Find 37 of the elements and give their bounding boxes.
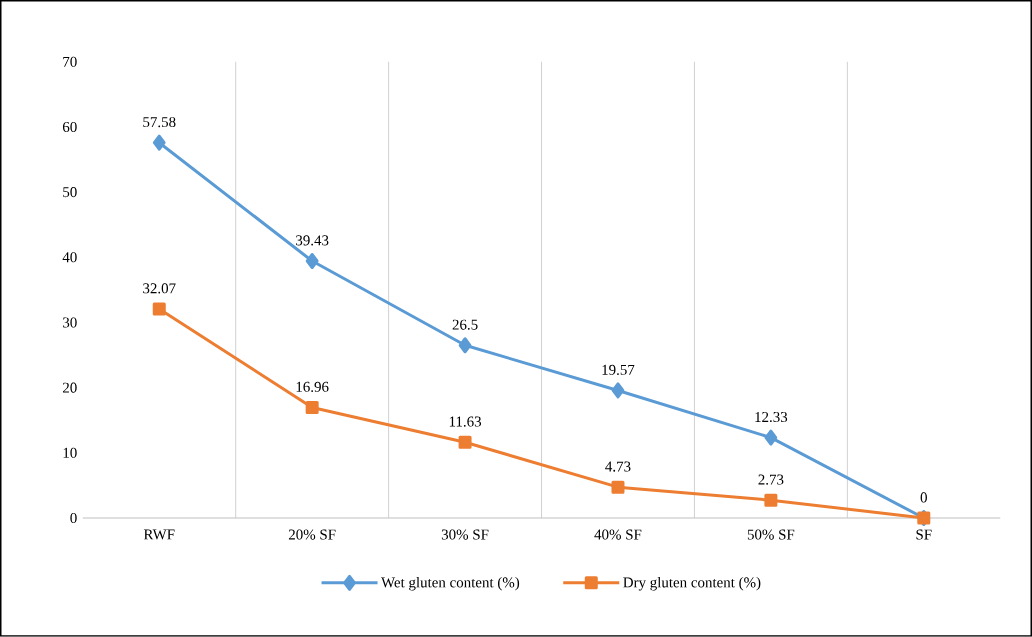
point [305, 253, 319, 270]
data-label: 39.43 [296, 235, 329, 246]
y-tick-label: 10 [63, 447, 77, 458]
point [458, 337, 472, 354]
x-tick-label: 40% SF [594, 529, 642, 540]
data-label: 32.07 [143, 283, 176, 294]
x-tick-label: 20% SF [288, 529, 336, 540]
legend-label: Wet gluten content (%) [381, 577, 520, 591]
data-label: 12.33 [755, 412, 788, 423]
point [611, 382, 625, 399]
data-label: 26.5 [452, 319, 478, 330]
data-label: 0 [920, 492, 927, 503]
data-label: 19.57 [602, 364, 635, 376]
y-tick-label: 50 [63, 187, 77, 198]
y-tick-label: 40 [62, 252, 77, 263]
x-tick-label: SF [916, 529, 932, 540]
data-label: 11.63 [449, 416, 482, 427]
y-tick-label: 0 [70, 513, 77, 524]
x-tick-label: 50% SF [747, 529, 795, 540]
x-tick-label: RWF [143, 529, 175, 540]
point [152, 134, 166, 151]
point [764, 429, 778, 446]
point [764, 493, 778, 507]
y-tick-label: 70 [63, 56, 77, 67]
x-tick-label: 30% SF [441, 529, 489, 540]
y-tick-label: 60 [62, 121, 77, 133]
legend-label: Dry gluten content (%) [623, 577, 761, 591]
data-label: 16.96 [296, 381, 329, 393]
point [305, 401, 319, 415]
data-label: 4.73 [605, 461, 631, 472]
y-tick-label: 20 [62, 382, 77, 393]
data-label: 2.73 [758, 474, 784, 485]
data-label: 57.58 [143, 117, 176, 128]
point [458, 435, 472, 449]
point [152, 302, 166, 316]
y-tick-label: 30 [63, 317, 77, 328]
point [611, 480, 625, 494]
